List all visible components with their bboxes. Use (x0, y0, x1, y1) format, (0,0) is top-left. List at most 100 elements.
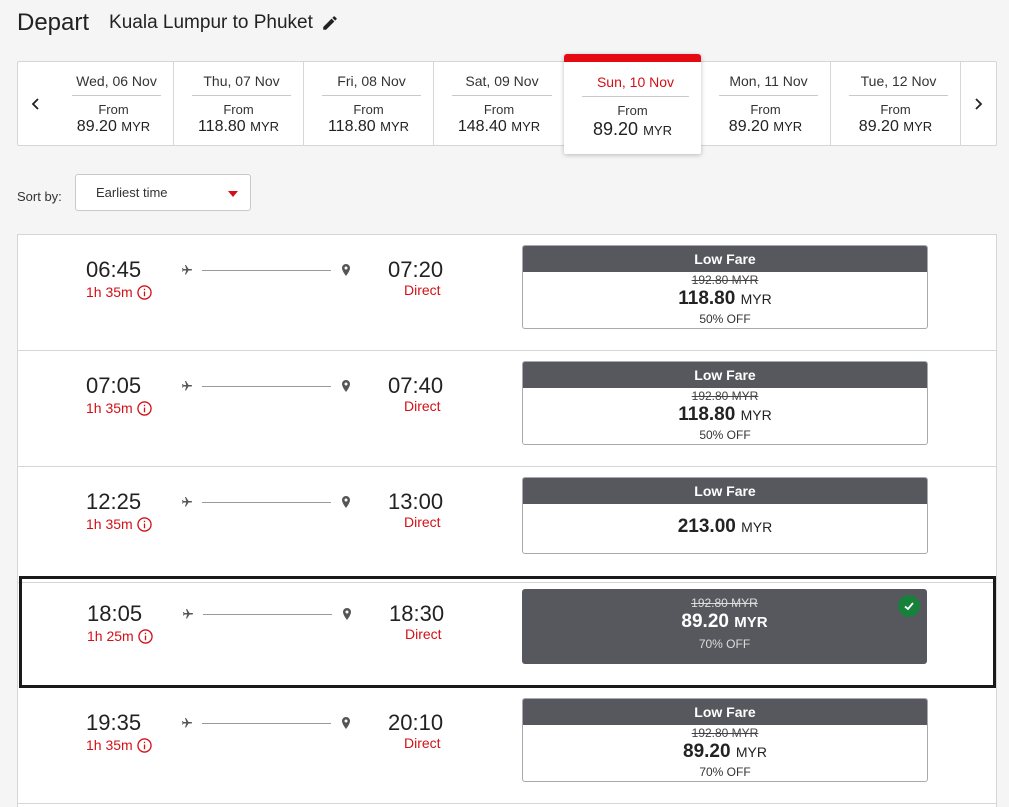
sort-label: Sort by: (17, 189, 62, 204)
flight-row[interactable]: 12:25 1h 35m 13:00 Direct Low Fare 213.0… (18, 467, 996, 583)
info-icon[interactable] (136, 516, 152, 532)
arrive-time: 07:20 (388, 257, 444, 282)
sort-value: Earliest time (96, 185, 168, 200)
plane-icon (182, 718, 192, 728)
flight-row-selected[interactable]: 18:05 1h 25m 18:30 Direct 192.80 MYR 89.… (19, 576, 996, 688)
date-tab-2[interactable]: Fri, 08 Nov From 118.80 MYR (304, 62, 434, 145)
fare-price: 118.80 MYR (678, 404, 772, 425)
from-label: From (98, 102, 129, 117)
date-tab-6[interactable]: Tue, 12 Nov From 89.20 MYR (831, 62, 961, 145)
info-icon[interactable] (136, 737, 152, 753)
date-tab-3[interactable]: Sat, 09 Nov From 148.40 MYR (434, 62, 564, 145)
stops-label: Direct (404, 398, 441, 414)
from-label: From (880, 102, 911, 117)
stops-label: Direct (404, 514, 441, 530)
from-label: From (750, 102, 781, 117)
duration: 1h 35m (86, 516, 152, 532)
sort-dropdown[interactable]: Earliest time (75, 174, 251, 211)
route-line (202, 502, 331, 503)
fare-price: 118.80 MYR (678, 288, 772, 309)
pencil-icon[interactable] (321, 14, 339, 32)
route-line (203, 614, 332, 615)
route-line (202, 270, 331, 271)
info-icon[interactable] (136, 284, 152, 300)
depart-time: 06:45 (86, 257, 142, 282)
page-title: Depart (17, 9, 90, 36)
from-label: From (483, 102, 515, 117)
old-price: 192.80 MYR (691, 726, 759, 740)
from-label: From (617, 103, 648, 118)
duration: 1h 25m (87, 628, 153, 644)
stops-label: Direct (405, 626, 442, 642)
date-label: Wed, 06 Nov (72, 73, 161, 96)
fare-card[interactable]: Low Fare 192.80 MYR 118.80 MYR 50% OFF (522, 245, 928, 329)
depart-time: 19:35 (86, 710, 142, 735)
depart-time: 07:05 (86, 373, 142, 398)
discount-label: 70% OFF (699, 765, 751, 779)
chevron-left-icon[interactable] (18, 62, 54, 145)
fare-price: 213.00 MYR (677, 516, 773, 537)
date-price: 148.40 MYR (457, 118, 541, 135)
from-label: From (353, 102, 384, 117)
date-tab-1[interactable]: Thu, 07 Nov From 118.80 MYR (174, 62, 304, 145)
date-label: Sat, 09 Nov (452, 73, 552, 96)
fare-card[interactable]: Low Fare 213.00 MYR (522, 477, 928, 554)
location-pin-icon (342, 717, 350, 729)
location-pin-icon (343, 608, 351, 620)
date-tab-5[interactable]: Mon, 11 Nov From 89.20 MYR (701, 62, 831, 145)
date-price: 89.20 MYR (593, 119, 672, 139)
duration: 1h 35m (86, 400, 152, 416)
discount-label: 50% OFF (699, 428, 751, 442)
location-pin-icon (342, 264, 350, 276)
fare-card-selected[interactable]: 192.80 MYR 89.20 MYR 70% OFF (522, 589, 927, 664)
discount-label: 70% OFF (698, 637, 751, 651)
plane-icon (182, 265, 192, 275)
plane-icon (182, 381, 192, 391)
flight-row[interactable]: 07:05 1h 35m 07:40 Direct Low Fare 192.8… (18, 351, 996, 467)
info-icon[interactable] (136, 400, 152, 416)
page-header: Depart Kuala Lumpur to Phuket (17, 8, 339, 38)
fare-card[interactable]: Low Fare 192.80 MYR 89.20 MYR 70% OFF (522, 698, 928, 782)
caret-down-icon (228, 191, 238, 197)
flight-row[interactable]: 19:35 1h 35m 20:10 Direct Low Fare 192.8… (18, 688, 996, 804)
discount-label: 50% OFF (699, 312, 751, 326)
date-label: Tue, 12 Nov (849, 73, 948, 96)
location-pin-icon (342, 496, 350, 508)
date-label: Thu, 07 Nov (192, 73, 291, 96)
fare-name: Low Fare (523, 362, 927, 388)
check-icon (898, 595, 920, 617)
route-line (202, 723, 331, 724)
date-tab-4-selected[interactable]: Sun, 10 Nov From 89.20 MYR (564, 54, 701, 154)
location-pin-icon (342, 380, 350, 392)
old-price: 192.80 MYR (691, 389, 759, 403)
date-label: Sun, 10 Nov (582, 74, 689, 97)
old-price: 192.80 MYR (691, 596, 758, 610)
fare-name: Low Fare (523, 246, 927, 272)
date-tab-0[interactable]: Wed, 06 Nov From 89.20 MYR (54, 62, 174, 145)
fare-price: 89.20 MYR (681, 611, 768, 632)
date-price: 89.20 MYR (76, 118, 151, 135)
depart-time: 12:25 (86, 489, 142, 514)
arrive-time: 07:40 (388, 373, 444, 398)
info-icon[interactable] (137, 628, 153, 644)
old-price: 192.80 MYR (691, 273, 759, 287)
arrive-time: 18:30 (389, 601, 445, 626)
date-price: 89.20 MYR (728, 118, 803, 135)
chevron-right-icon[interactable] (960, 62, 996, 145)
date-price: 118.80 MYR (327, 118, 410, 135)
fare-price: 89.20 MYR (683, 741, 767, 762)
route-title: Kuala Lumpur to Phuket (109, 12, 313, 33)
plane-icon (183, 609, 193, 619)
flight-row[interactable]: 06:45 1h 35m 07:20 Direct Low Fare 192.8… (18, 235, 996, 351)
depart-time: 18:05 (87, 601, 143, 626)
fare-name: Low Fare (523, 478, 927, 504)
date-price: 118.80 MYR (197, 118, 280, 135)
flight-list: 06:45 1h 35m 07:20 Direct Low Fare 192.8… (17, 234, 997, 807)
route-line (202, 386, 331, 387)
plane-icon (182, 497, 192, 507)
stops-label: Direct (404, 735, 441, 751)
fare-card[interactable]: Low Fare 192.80 MYR 118.80 MYR 50% OFF (522, 361, 928, 445)
duration: 1h 35m (86, 737, 152, 753)
duration: 1h 35m (86, 284, 152, 300)
date-label: Fri, 08 Nov (322, 73, 421, 96)
